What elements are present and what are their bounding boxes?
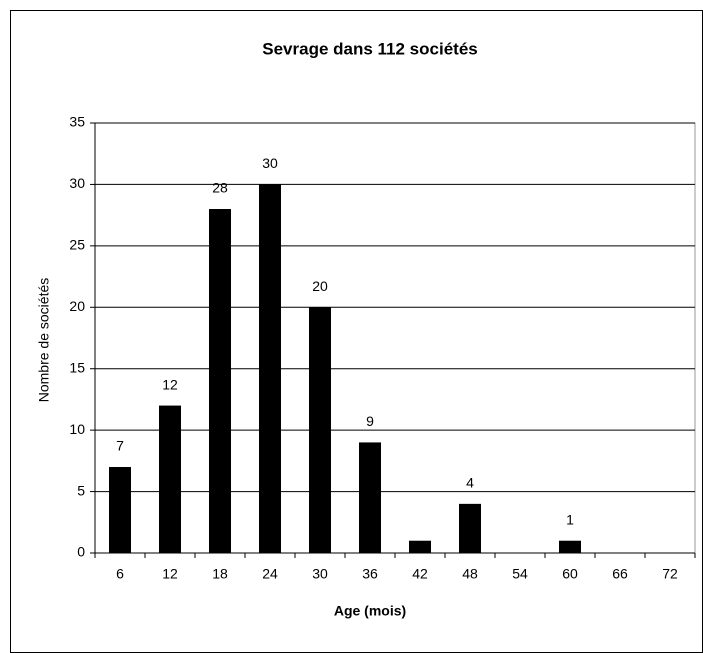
bar: [109, 467, 131, 553]
bar: [209, 209, 231, 553]
bar: [559, 540, 581, 553]
bar: [409, 540, 431, 553]
y-tick-label: 20: [69, 298, 85, 314]
y-tick-label: 5: [77, 482, 85, 498]
data-label: 20: [312, 278, 328, 294]
data-label: 9: [366, 413, 374, 429]
x-tick-label: 48: [462, 566, 478, 582]
bar: [359, 442, 381, 553]
x-tick-label: 42: [412, 566, 428, 582]
data-label: 7: [116, 438, 124, 454]
chart-title: Sevrage dans 112 sociétés: [262, 39, 477, 58]
plot-area: [94, 122, 696, 554]
y-tick-label: 30: [69, 175, 85, 191]
y-tick-label: 10: [69, 421, 85, 437]
x-tick-label: 6: [116, 566, 124, 582]
data-label: 4: [466, 475, 474, 491]
data-label: 28: [212, 180, 228, 196]
x-tick-label: 18: [212, 566, 228, 582]
y-tick-label: 0: [77, 544, 85, 560]
x-tick-label: 12: [162, 566, 178, 582]
data-label: 30: [262, 155, 278, 171]
y-tick-label: 35: [69, 114, 85, 130]
x-tick-label: 66: [612, 566, 628, 582]
data-label: 1: [566, 511, 574, 527]
bar: [259, 184, 281, 553]
x-tick-label: 24: [262, 566, 278, 582]
y-axis-label: Nombre de sociétés: [36, 278, 52, 403]
x-tick-label: 60: [562, 566, 578, 582]
bar: [159, 405, 181, 553]
y-tick-label: 15: [69, 359, 85, 375]
bar: [459, 503, 481, 553]
bar: [309, 307, 331, 553]
y-tick-label: 25: [69, 237, 85, 253]
x-tick-label: 30: [312, 566, 328, 582]
x-axis-label: Age (mois): [334, 603, 406, 619]
x-tick-label: 72: [662, 566, 678, 582]
data-label: 12: [162, 376, 178, 392]
x-tick-label: 54: [512, 566, 528, 582]
x-tick-label: 36: [362, 566, 378, 582]
